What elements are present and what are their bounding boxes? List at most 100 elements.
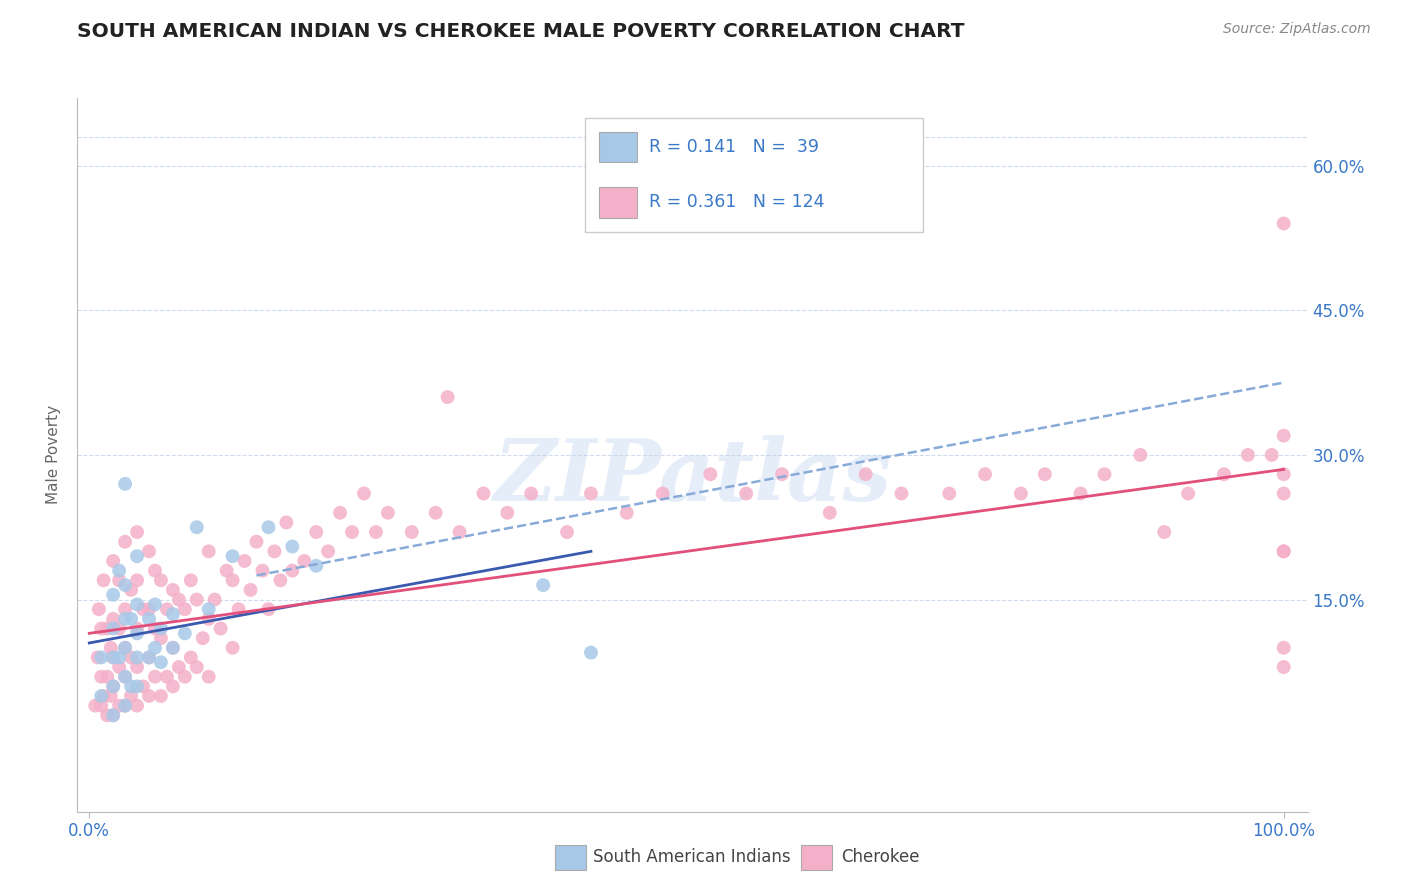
Point: [120, 650, 142, 665]
Point: [340, 524, 363, 539]
Point: [938, 486, 960, 500]
Point: [149, 622, 172, 636]
Point: [114, 640, 136, 655]
Point: [120, 582, 142, 597]
Point: [1272, 544, 1295, 558]
Point: [90, 650, 112, 665]
Point: [114, 602, 136, 616]
Point: [186, 592, 208, 607]
Point: [197, 602, 219, 616]
Point: [143, 622, 166, 636]
Point: [699, 467, 721, 482]
Point: [101, 588, 124, 602]
Point: [93, 689, 115, 703]
Point: [276, 516, 298, 530]
Point: [125, 574, 148, 588]
Point: [353, 486, 375, 500]
Point: [1033, 467, 1056, 482]
Point: [138, 602, 160, 616]
Point: [143, 564, 166, 578]
Point: [1129, 448, 1152, 462]
Point: [114, 698, 136, 713]
Point: [101, 679, 124, 693]
Point: [96, 708, 118, 723]
Point: [96, 670, 118, 684]
Point: [108, 650, 131, 665]
Point: [125, 549, 148, 564]
Point: [1213, 467, 1236, 482]
Point: [108, 574, 131, 588]
Point: [520, 486, 543, 500]
Point: [1010, 486, 1032, 500]
Point: [197, 544, 219, 558]
Point: [120, 612, 142, 626]
Point: [180, 574, 202, 588]
Point: [90, 622, 112, 636]
Point: [162, 607, 184, 621]
Point: [281, 564, 304, 578]
Point: [890, 486, 912, 500]
Point: [245, 534, 267, 549]
Point: [108, 564, 131, 578]
Point: [101, 622, 124, 636]
Point: [149, 631, 172, 645]
Point: [191, 631, 214, 645]
Point: [114, 578, 136, 592]
Point: [233, 554, 256, 568]
Point: [143, 598, 166, 612]
Point: [114, 670, 136, 684]
Point: [114, 640, 136, 655]
Point: [818, 506, 841, 520]
Point: [162, 679, 184, 693]
Point: [1272, 544, 1295, 558]
Point: [86, 650, 108, 665]
Point: [1261, 448, 1284, 462]
Point: [579, 486, 602, 500]
Point: [93, 574, 115, 588]
Point: [228, 602, 250, 616]
Point: [449, 524, 471, 539]
Text: SOUTH AMERICAN INDIAN VS CHEROKEE MALE POVERTY CORRELATION CHART: SOUTH AMERICAN INDIAN VS CHEROKEE MALE P…: [77, 22, 965, 41]
Point: [125, 622, 148, 636]
Point: [252, 564, 274, 578]
Point: [425, 506, 447, 520]
Point: [108, 698, 131, 713]
Point: [125, 698, 148, 713]
Point: [770, 467, 793, 482]
Point: [173, 602, 195, 616]
Point: [120, 679, 142, 693]
Point: [84, 698, 107, 713]
Point: [149, 574, 172, 588]
Point: [162, 582, 184, 597]
Point: [316, 544, 339, 558]
Point: [269, 574, 291, 588]
Point: [138, 544, 160, 558]
Point: [101, 612, 124, 626]
Point: [149, 655, 172, 669]
Text: Cherokee: Cherokee: [841, 848, 920, 866]
Point: [1272, 217, 1295, 231]
Point: [329, 506, 352, 520]
Point: [1070, 486, 1092, 500]
Point: [1153, 524, 1175, 539]
Point: [108, 622, 131, 636]
Point: [364, 524, 387, 539]
Point: [125, 679, 148, 693]
Point: [120, 689, 142, 703]
Point: [87, 602, 110, 616]
Point: [138, 612, 160, 626]
Point: [162, 640, 184, 655]
Point: [125, 660, 148, 674]
Point: [125, 598, 148, 612]
Point: [1272, 640, 1295, 655]
Text: ZIPatlas: ZIPatlas: [494, 434, 891, 518]
Point: [138, 650, 160, 665]
Point: [197, 670, 219, 684]
Point: [186, 520, 208, 534]
Point: [156, 602, 179, 616]
Point: [114, 670, 136, 684]
Point: [101, 708, 124, 723]
Point: [555, 524, 578, 539]
Point: [125, 524, 148, 539]
Point: [100, 640, 122, 655]
